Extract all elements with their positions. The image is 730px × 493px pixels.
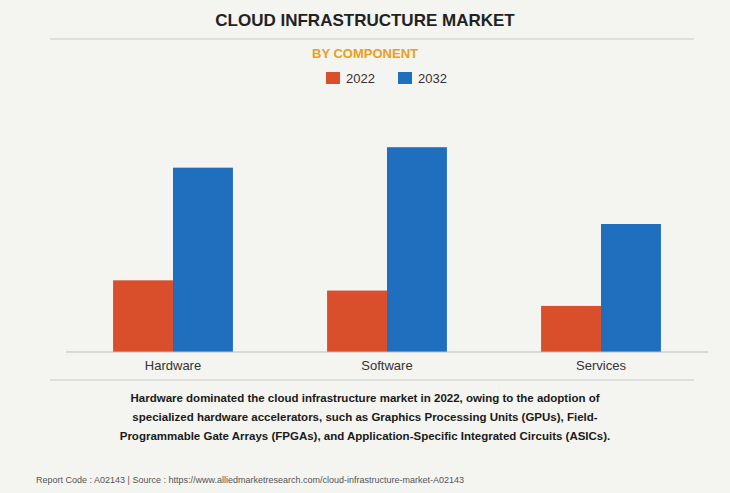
bar <box>601 224 661 352</box>
legend: 2022 2032 <box>326 71 447 86</box>
x-tick-label: Hardware <box>145 358 201 373</box>
x-tick-label: Services <box>576 358 626 373</box>
chart: CLOUD INFRASTRUCTURE MARKETBY COMPONENT2… <box>0 0 730 493</box>
bars <box>113 147 661 352</box>
bar <box>387 147 447 352</box>
annotation: specialized hardware accelerators, such … <box>132 411 597 423</box>
bar <box>113 280 173 352</box>
annotation: Programmable Gate Arrays (FPGAs), and Ap… <box>120 430 611 442</box>
annotation-rule <box>50 380 694 381</box>
bar <box>327 291 387 352</box>
background <box>0 0 730 493</box>
footer: Report Code : A02143 | Source : https://… <box>36 475 464 485</box>
annotation: Hardware dominated the cloud infrastruct… <box>130 392 599 404</box>
legend-label: 2032 <box>418 71 447 86</box>
x-axis-line <box>66 352 708 353</box>
legend-label: 2022 <box>346 71 375 86</box>
legend-swatch <box>398 72 412 84</box>
title: CLOUD INFRASTRUCTURE MARKET <box>215 11 515 30</box>
bar <box>173 168 233 352</box>
title-rule <box>50 39 694 40</box>
legend-swatch <box>326 72 340 84</box>
bar <box>541 306 601 352</box>
x-tick-label: Software <box>361 358 412 373</box>
subtitle: BY COMPONENT <box>312 46 418 61</box>
